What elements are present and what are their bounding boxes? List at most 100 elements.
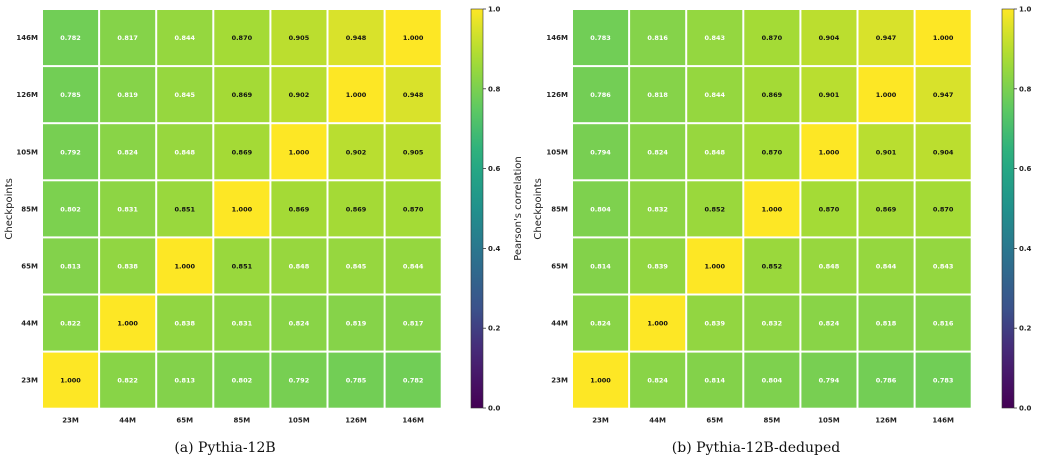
heatmap-cell-0-2-0 xyxy=(43,124,99,180)
heatmap-cell-0-3-5 xyxy=(328,181,384,237)
heatmap-cell-0-3-3 xyxy=(214,181,270,237)
cell-value-label-1-5-4: 0.824 xyxy=(819,320,840,328)
x-tick-label-1-4: 105M xyxy=(818,417,840,425)
cell-value-label-1-6-5: 0.786 xyxy=(876,377,897,385)
y-tick-label-0-4: 65M xyxy=(21,262,38,270)
cell-value-label-1-3-6: 0.870 xyxy=(933,205,954,213)
heatmap-cell-0-6-4 xyxy=(271,352,327,408)
heatmap-cell-0-3-2 xyxy=(157,181,213,237)
heatmap-cell-0-0-6 xyxy=(385,10,441,66)
heatmap-cell-1-0-6 xyxy=(915,10,971,66)
cell-value-label-0-0-4: 0.905 xyxy=(289,34,310,42)
cell-value-label-1-4-0: 0.814 xyxy=(590,262,611,270)
figure-caption-1: (b) Pythia-12B-deduped xyxy=(672,440,840,456)
heatmap-cell-0-1-0 xyxy=(43,67,99,123)
heatmap-cell-0-0-2 xyxy=(157,10,213,66)
y-tick-label-1-3: 85M xyxy=(551,205,568,213)
heatmap-cell-0-0-1 xyxy=(100,10,156,66)
cell-value-label-1-0-4: 0.904 xyxy=(819,34,840,42)
heatmap-cell-1-4-6 xyxy=(915,238,971,294)
colorbar-tick-label-0-4: 0.8 xyxy=(488,85,501,93)
cell-value-label-0-5-5: 0.819 xyxy=(346,320,367,328)
cell-value-label-0-2-1: 0.824 xyxy=(117,148,138,156)
heatmap-cell-0-2-1 xyxy=(100,124,156,180)
y-tick-label-0-1: 126M xyxy=(16,91,38,99)
cell-value-label-0-2-4: 1.000 xyxy=(289,148,310,156)
heatmap-cell-1-4-5 xyxy=(858,238,914,294)
heatmap-cell-0-4-2 xyxy=(157,238,213,294)
cell-value-label-0-2-3: 0.869 xyxy=(232,148,253,156)
cell-value-label-1-5-0: 0.824 xyxy=(590,320,611,328)
cell-value-label-0-2-6: 0.905 xyxy=(403,148,424,156)
heatmap-cell-0-6-6 xyxy=(385,352,441,408)
cell-value-label-0-1-6: 0.948 xyxy=(403,91,424,99)
heatmap-cell-1-1-0 xyxy=(573,67,629,123)
heatmap-cell-0-1-1 xyxy=(100,67,156,123)
y-tick-label-1-6: 23M xyxy=(551,377,568,385)
cell-value-label-0-5-4: 0.824 xyxy=(289,320,310,328)
heatmap-cell-1-3-1 xyxy=(630,181,686,237)
cell-value-label-1-5-3: 0.832 xyxy=(762,320,783,328)
y-axis-title-1: Checkpoints xyxy=(533,178,544,239)
heatmap-cell-0-4-4 xyxy=(271,238,327,294)
heatmap-cell-0-5-5 xyxy=(328,295,384,351)
x-tick-label-0-2: 65M xyxy=(176,417,193,425)
heatmap-cell-1-6-1 xyxy=(630,352,686,408)
cell-value-label-0-5-0: 0.822 xyxy=(60,320,81,328)
heatmap-cell-0-4-5 xyxy=(328,238,384,294)
heatmap-cell-0-3-0 xyxy=(43,181,99,237)
cell-value-label-1-1-4: 0.901 xyxy=(819,91,840,99)
heatmap-cell-1-3-0 xyxy=(573,181,629,237)
colorbar-0 xyxy=(470,8,484,409)
heatmap-cell-1-1-4 xyxy=(801,67,857,123)
heatmap-cell-0-4-1 xyxy=(100,238,156,294)
heatmap-cell-0-6-2 xyxy=(157,352,213,408)
y-tick-label-0-0: 146M xyxy=(16,34,38,42)
heatmap-cell-1-3-2 xyxy=(687,181,743,237)
heatmap-cell-1-2-1 xyxy=(630,124,686,180)
heatmap-cell-1-1-6 xyxy=(915,67,971,123)
cell-value-label-0-6-5: 0.785 xyxy=(346,377,367,385)
cell-value-label-0-1-5: 1.000 xyxy=(346,91,367,99)
heatmap-cell-1-6-4 xyxy=(801,352,857,408)
colorbar-tick-label-1-3: 0.6 xyxy=(1019,165,1032,173)
cell-value-label-0-3-4: 0.869 xyxy=(289,205,310,213)
heatmap-cell-1-4-3 xyxy=(744,238,800,294)
cell-value-label-0-3-5: 0.869 xyxy=(346,205,367,213)
cell-value-label-1-2-5: 0.901 xyxy=(876,148,897,156)
cell-value-label-0-2-2: 0.848 xyxy=(174,148,195,156)
colorbar-tick-label-0-1: 0.2 xyxy=(488,325,501,333)
cell-value-label-0-0-5: 0.948 xyxy=(346,34,367,42)
y-tick-label-0-6: 23M xyxy=(21,377,38,385)
heatmap-cell-0-5-6 xyxy=(385,295,441,351)
heatmap-cell-1-4-2 xyxy=(687,238,743,294)
cell-value-label-1-1-1: 0.818 xyxy=(647,91,668,99)
cell-value-label-1-5-6: 0.816 xyxy=(933,320,954,328)
cell-value-label-1-0-5: 0.947 xyxy=(876,34,897,42)
heatmap-cell-0-6-0 xyxy=(43,352,99,408)
heatmap-cell-1-0-4 xyxy=(801,10,857,66)
heatmap-cell-0-6-1 xyxy=(100,352,156,408)
heatmap-cell-0-5-1 xyxy=(100,295,156,351)
cell-value-label-1-2-2: 0.848 xyxy=(704,148,725,156)
cell-value-label-1-3-0: 0.804 xyxy=(590,205,611,213)
cell-value-label-0-4-0: 0.813 xyxy=(60,262,81,270)
cell-value-label-1-1-5: 1.000 xyxy=(876,91,897,99)
y-tick-label-0-2: 105M xyxy=(16,148,38,156)
x-tick-label-1-6: 146M xyxy=(932,417,954,425)
colorbar-label-0: Pearson's correlation xyxy=(513,156,524,261)
heatmap-cell-1-0-1 xyxy=(630,10,686,66)
cell-value-label-1-2-4: 1.000 xyxy=(819,148,840,156)
colorbar-tick-label-0-0: 0.0 xyxy=(488,405,501,413)
heatmap-cell-1-6-6 xyxy=(915,352,971,408)
heatmap-cell-1-4-4 xyxy=(801,238,857,294)
heatmap-cell-0-5-4 xyxy=(271,295,327,351)
heatmap-cell-0-1-4 xyxy=(271,67,327,123)
cell-value-label-1-1-6: 0.947 xyxy=(933,91,954,99)
cell-value-label-1-2-1: 0.824 xyxy=(647,148,668,156)
heatmap-cell-1-6-0 xyxy=(573,352,629,408)
cell-value-label-1-4-2: 1.000 xyxy=(704,262,725,270)
cell-value-label-0-2-0: 0.792 xyxy=(60,148,81,156)
heatmap-cell-1-2-3 xyxy=(744,124,800,180)
heatmap-cell-1-6-3 xyxy=(744,352,800,408)
